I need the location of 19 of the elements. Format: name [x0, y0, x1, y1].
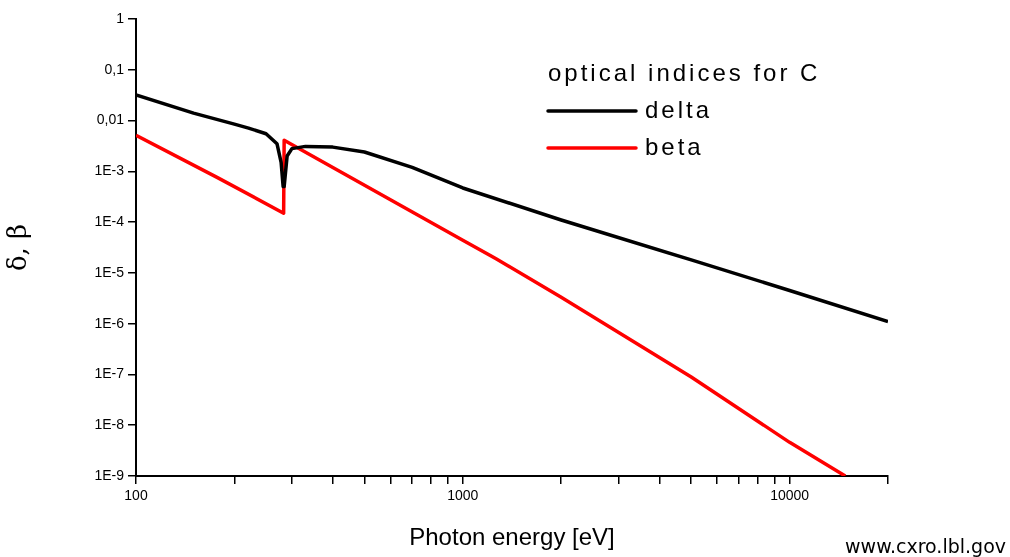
- y-tick-label: 1E-9: [94, 466, 125, 483]
- x-tick-label: 100: [124, 487, 148, 504]
- y-tick-label: 1E-6: [94, 314, 125, 331]
- legend-label: delta: [645, 95, 713, 123]
- y-axis-title: δ, β: [2, 223, 33, 272]
- y-tick-label: 1: [116, 9, 125, 26]
- text: www.cxro.lbl.gov: [845, 535, 1006, 557]
- x-axis-title: Photon energy [eV]: [409, 523, 615, 551]
- x-tick-label: 10000: [770, 487, 810, 504]
- y-tick-label: 1E-7: [94, 365, 125, 382]
- y-tick-label: 1E-8: [94, 416, 125, 433]
- legend-label: beta: [645, 132, 704, 160]
- y-tick-label: 0,1: [104, 60, 125, 77]
- legend-title: optical indices for C: [548, 58, 821, 86]
- x-tick-label: 1000: [447, 487, 479, 504]
- y-tick-label: 1E-5: [94, 263, 125, 280]
- y-tick-label: 1E-4: [94, 212, 125, 229]
- y-tick-label: 1E-3: [94, 162, 125, 179]
- y-tick-label: 0,01: [96, 111, 125, 128]
